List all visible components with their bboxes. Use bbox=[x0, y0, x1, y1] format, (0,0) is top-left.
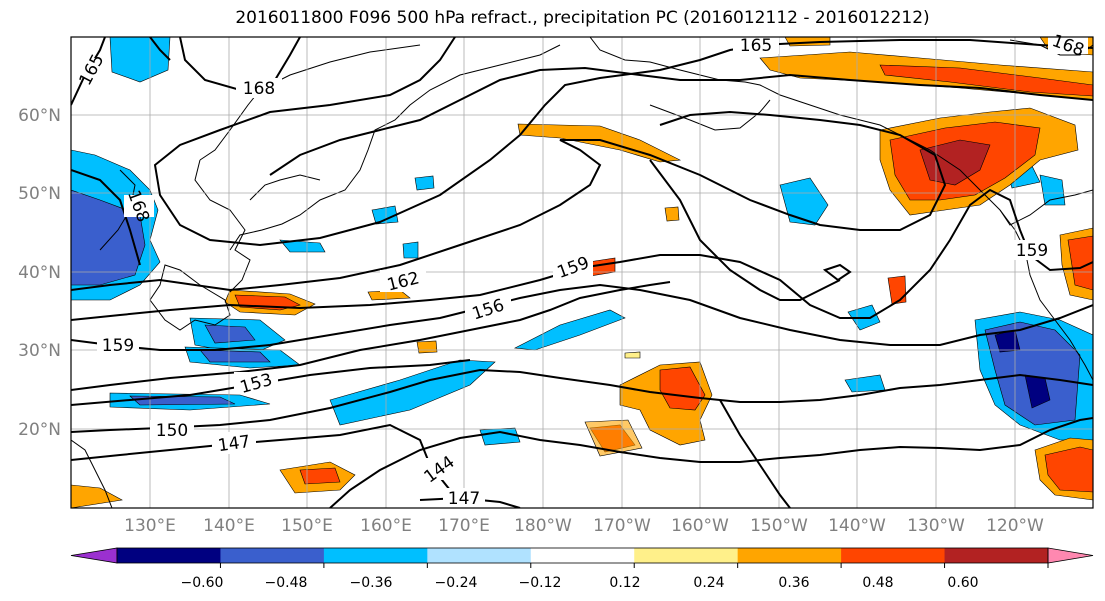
contour-label: 165 bbox=[740, 36, 772, 56]
contour-label: 168 bbox=[243, 79, 275, 99]
colorbar: −0.60 −0.48 −0.36 −0.24 −0.12 0.12 0.24 … bbox=[70, 547, 1094, 591]
lon-label: 180°W bbox=[514, 516, 572, 536]
contour-label: 150 bbox=[156, 421, 188, 441]
shade-band-150b bbox=[204, 324, 256, 344]
shade-yellow-small bbox=[624, 351, 641, 359]
colorbar-tick-label: 0.60 bbox=[947, 575, 978, 591]
shade-red-se bbox=[1044, 446, 1093, 493]
lon-label: 150°E bbox=[281, 516, 333, 536]
colorbar-extend-high bbox=[1047, 547, 1094, 564]
colorbar-tick-label: 0.36 bbox=[778, 575, 809, 591]
contour-label: 147 bbox=[448, 489, 480, 509]
lat-label: 40°N bbox=[18, 263, 61, 283]
colorbar-tick-label: 0.12 bbox=[609, 575, 640, 591]
shade-darkred-bc bbox=[919, 139, 991, 186]
colorbar-segments bbox=[70, 547, 1094, 564]
colorbar-tick-label: −0.24 bbox=[435, 575, 478, 591]
lon-label: 170°E bbox=[438, 516, 490, 536]
lon-label: 130°W bbox=[907, 516, 965, 536]
shade-red-30n bbox=[659, 366, 706, 411]
shade-orange-35n bbox=[887, 275, 907, 305]
shade-orange-small2 bbox=[664, 206, 680, 222]
contour-label: 159 bbox=[102, 336, 134, 356]
shade-blob-50nw bbox=[779, 177, 829, 226]
shade-orange-small1 bbox=[416, 340, 438, 354]
shade-blob-42n bbox=[402, 241, 419, 259]
colorbar-segment bbox=[944, 548, 1049, 563]
colorbar-segment bbox=[117, 548, 221, 563]
lon-label: 160°E bbox=[360, 516, 412, 536]
lon-label: 120°W bbox=[986, 516, 1044, 536]
shade-red-15n bbox=[299, 467, 341, 485]
lat-label: 60°N bbox=[18, 106, 61, 126]
shade-red-40n-right bbox=[1067, 235, 1093, 291]
colorbar-tick-label: 0.48 bbox=[862, 575, 893, 591]
shade-blob-20n bbox=[479, 427, 521, 446]
colorbar-segment bbox=[427, 548, 532, 563]
shade-red-alaska bbox=[879, 64, 1093, 97]
contour-label-patches bbox=[78, 37, 1088, 508]
contour-label: 159 bbox=[1016, 241, 1048, 261]
shade-band-2b bbox=[129, 395, 236, 406]
colorbar-segment bbox=[220, 548, 325, 563]
lon-label: 130°E bbox=[124, 516, 176, 536]
lat-label: 20°N bbox=[18, 420, 61, 440]
colorbar-tick-labels: −0.60 −0.48 −0.36 −0.24 −0.12 0.12 0.24 … bbox=[181, 575, 979, 591]
colorbar-segment bbox=[737, 548, 842, 563]
latitude-labels: 60°N 50°N 40°N 30°N 20°N bbox=[18, 106, 61, 440]
refractivity-contours bbox=[71, 37, 1093, 508]
colorbar-extend-low bbox=[70, 547, 118, 564]
colorbar-tick-label: −0.48 bbox=[265, 575, 308, 591]
lon-label: 140°W bbox=[828, 516, 886, 536]
colorbar-segment bbox=[530, 548, 635, 563]
lon-label: 140°E bbox=[203, 516, 255, 536]
colorbar-outline bbox=[116, 547, 1049, 564]
colorbar-tick-label: −0.60 bbox=[181, 575, 224, 591]
shade-orange-bottomleft bbox=[71, 484, 123, 508]
colorbar-segment bbox=[634, 548, 739, 563]
map-title: 2016011800 F096 500 hPa refract., precip… bbox=[235, 8, 930, 28]
colorbar-segment bbox=[841, 548, 946, 563]
shade-blob-45n bbox=[371, 205, 399, 225]
longitude-labels: 130°E 140°E 150°E 160°E 170°E 180°W 170°… bbox=[124, 516, 1044, 536]
lon-label: 160°W bbox=[671, 516, 729, 536]
lon-label: 150°W bbox=[750, 516, 808, 536]
shade-blob-50n bbox=[414, 175, 435, 191]
map-frame bbox=[70, 36, 1094, 509]
shade-top-left-blue bbox=[109, 37, 171, 83]
colorbar-tick-label: −0.12 bbox=[519, 575, 562, 591]
colorbar-tick-label: 0.24 bbox=[693, 575, 724, 591]
lon-label: 170°W bbox=[593, 516, 651, 536]
shade-band-1b bbox=[199, 349, 271, 363]
colorbar-ticks bbox=[219, 563, 1049, 568]
shade-blue-topright2 bbox=[1039, 174, 1066, 206]
lat-label: 30°N bbox=[18, 341, 61, 361]
colorbar-segment bbox=[323, 548, 428, 563]
lat-label: 50°N bbox=[18, 184, 61, 204]
colorbar-tick-label: −0.36 bbox=[350, 575, 393, 591]
contour-label: 147 bbox=[217, 432, 252, 456]
